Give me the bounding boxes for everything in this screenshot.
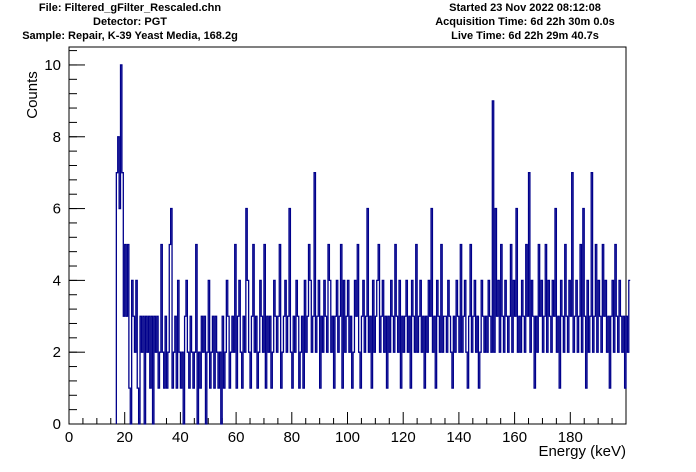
- x-tick-label: 0: [65, 429, 73, 446]
- y-tick-label: 8: [53, 129, 61, 146]
- x-tick-label: 140: [446, 429, 471, 446]
- x-axis-ticks: 0 20 40 60 80 100 120 140 160 180: [65, 412, 613, 446]
- spectrum-series: [115, 64, 631, 425]
- x-tick-label: 120: [391, 429, 416, 446]
- y-tick-label: 4: [53, 272, 61, 289]
- x-tick-label: 100: [335, 429, 360, 446]
- x-tick-label: 40: [172, 429, 189, 446]
- y-tick-label: 0: [53, 416, 61, 433]
- live-time-label: Live Time: 6d 22h 29m 40.7s: [451, 30, 599, 42]
- y-tick-label: 10: [44, 57, 61, 74]
- y-tick-label: 2: [53, 344, 61, 361]
- detector-label: Detector: PGT: [93, 16, 167, 28]
- started-label: Started 23 Nov 2022 08:12:08: [449, 2, 601, 14]
- y-tick-label: 6: [53, 201, 61, 218]
- x-tick-label: 180: [558, 429, 583, 446]
- spectrum-line: [115, 64, 631, 425]
- y-axis-title: Counts: [24, 71, 41, 119]
- x-tick-label: 160: [502, 429, 527, 446]
- sample-label: Sample: Repair, K-39 Yeast Media, 168.2g: [22, 30, 238, 42]
- x-tick-label: 60: [228, 429, 245, 446]
- x-tick-label: 80: [283, 429, 300, 446]
- acquisition-time-label: Acquisition Time: 6d 22h 30m 0.0s: [435, 16, 615, 28]
- y-axis-ticks: 0 2 4 6 8 10: [44, 50, 85, 433]
- file-label: File: Filtered_gFilter_Rescaled.chn: [38, 2, 222, 14]
- x-tick-label: 20: [116, 429, 133, 446]
- x-axis-title: Energy (keV): [538, 443, 626, 460]
